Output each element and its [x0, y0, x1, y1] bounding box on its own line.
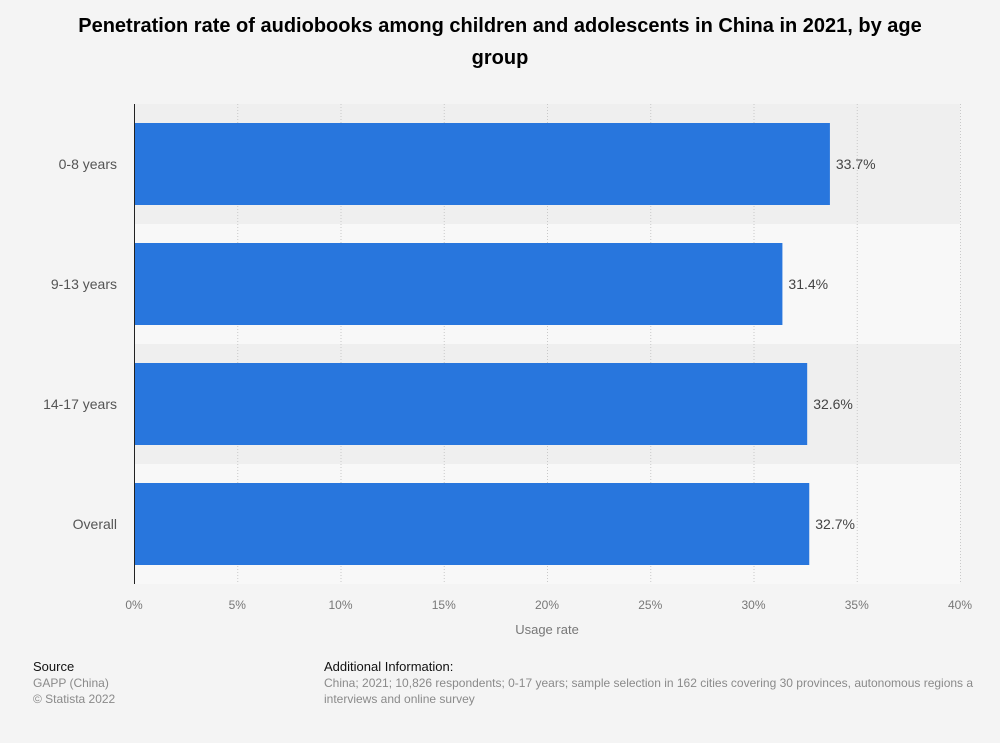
copyright-line: © Statista 2022	[33, 692, 116, 706]
x-tick-label: 0%	[125, 598, 143, 612]
source-line: GAPP (China)	[33, 676, 109, 690]
value-label: 32.7%	[815, 516, 855, 532]
x-tick-label: 10%	[328, 598, 352, 612]
info-heading: Additional Information:	[324, 659, 454, 674]
x-tick-label: 5%	[229, 598, 247, 612]
bar	[134, 123, 830, 205]
value-label: 31.4%	[788, 276, 828, 292]
value-label: 32.6%	[813, 396, 853, 412]
x-tick-label: 25%	[638, 598, 662, 612]
x-tick-label: 40%	[948, 598, 972, 612]
x-tick-label: 30%	[741, 598, 765, 612]
source-block: Source GAPP (China) © Statista 2022	[33, 658, 115, 707]
chart-title: Penetration rate of audiobooks among chi…	[78, 15, 922, 69]
source-heading: Source	[33, 659, 75, 674]
x-axis-title: Usage rate	[515, 622, 579, 637]
additional-info-block: Additional Information: China; 2021; 10,…	[324, 658, 1000, 707]
category-label: 14-17 years	[43, 396, 117, 412]
bar	[134, 363, 808, 445]
category-label: 0-8 years	[59, 156, 117, 172]
bar	[134, 243, 783, 325]
bar	[134, 483, 810, 565]
value-label: 33.7%	[836, 156, 876, 172]
category-label: 9-13 years	[51, 276, 117, 292]
info-text: China; 2021; 10,826 respondents; 0-17 ye…	[324, 676, 974, 706]
category-label: Overall	[73, 516, 117, 532]
x-tick-label: 20%	[535, 598, 559, 612]
x-tick-label: 15%	[432, 598, 456, 612]
x-tick-label: 35%	[845, 598, 869, 612]
